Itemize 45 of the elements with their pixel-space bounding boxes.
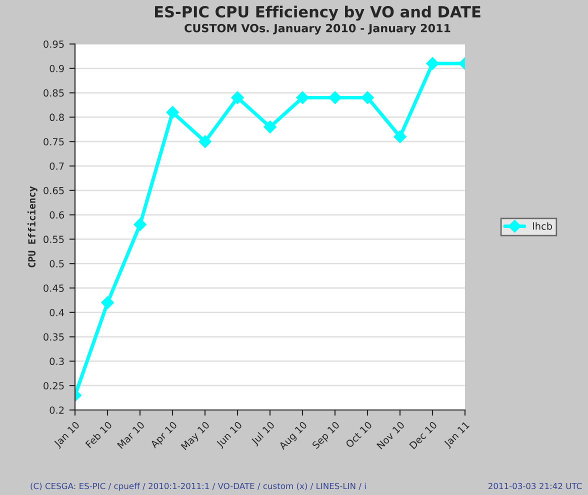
point — [296, 91, 309, 104]
point — [328, 91, 342, 104]
x-tick-label: Apr 10 — [150, 420, 179, 450]
x-tick-label: Oct 10 — [345, 420, 372, 448]
point — [231, 91, 244, 104]
y-tick-label: 0.4 — [50, 308, 64, 316]
x-tick-label: Aug 10 — [278, 420, 309, 452]
x-tick-label: Jan 10 — [53, 420, 82, 449]
y-tick-label: 0.25 — [44, 382, 64, 390]
x-tick-label: Jul 10 — [250, 420, 276, 447]
y-tick-label: 0.5 — [50, 260, 64, 268]
x-tick-label: Sep 10 — [312, 420, 342, 451]
y-tick-label: 0.85 — [44, 89, 64, 97]
y-tick-label: 0.35 — [44, 333, 64, 341]
chart-title: ES-PIC CPU Efficiency by VO and DATE — [154, 6, 480, 21]
y-tick-label: 0.2 — [50, 406, 64, 414]
x-tick-label: Mar 10 — [116, 420, 145, 449]
y-tick-label: 0.65 — [44, 186, 64, 194]
y-tick-label: 0.45 — [44, 284, 64, 292]
y-tick-label: 0.6 — [50, 211, 64, 219]
chart-subtitle: CUSTOM VOs. January 2010 - January 2011 — [184, 24, 450, 35]
point — [198, 135, 212, 148]
point — [101, 296, 114, 310]
y-tick-label: 0.7 — [50, 162, 64, 170]
point — [166, 106, 179, 119]
point — [134, 218, 146, 231]
y-axis-title: CPU Efficiency — [27, 186, 38, 268]
text: (C) CESGA: ES-PIC / cpueff / 2010:1-2011:1 / VO-DATE / custom (x) / LINES-LIN / i — [30, 482, 366, 491]
y-tick-label: 0.55 — [44, 236, 64, 244]
x-tick-label: Dec 10 — [409, 420, 438, 450]
y-tick-label: 0.9 — [50, 64, 64, 72]
x-tick-label: Jan 11 — [443, 421, 471, 449]
x-tick-label: Nov 10 — [376, 420, 405, 450]
y-tick-label: 0.8 — [50, 114, 64, 122]
legend-label: lhcb — [533, 222, 552, 230]
point — [394, 130, 406, 144]
x-tick-label: Feb 10 — [85, 420, 112, 448]
text: 2011-03-03 21:42 UTC — [488, 482, 582, 490]
y-tick-label: 0.75 — [44, 138, 64, 146]
point — [264, 120, 276, 134]
x-tick-label: Jun 10 — [216, 420, 244, 450]
y-tick-label: 0.3 — [50, 358, 64, 366]
point — [361, 91, 374, 104]
y-tick-label: 0.95 — [44, 40, 64, 48]
point — [426, 57, 439, 70]
